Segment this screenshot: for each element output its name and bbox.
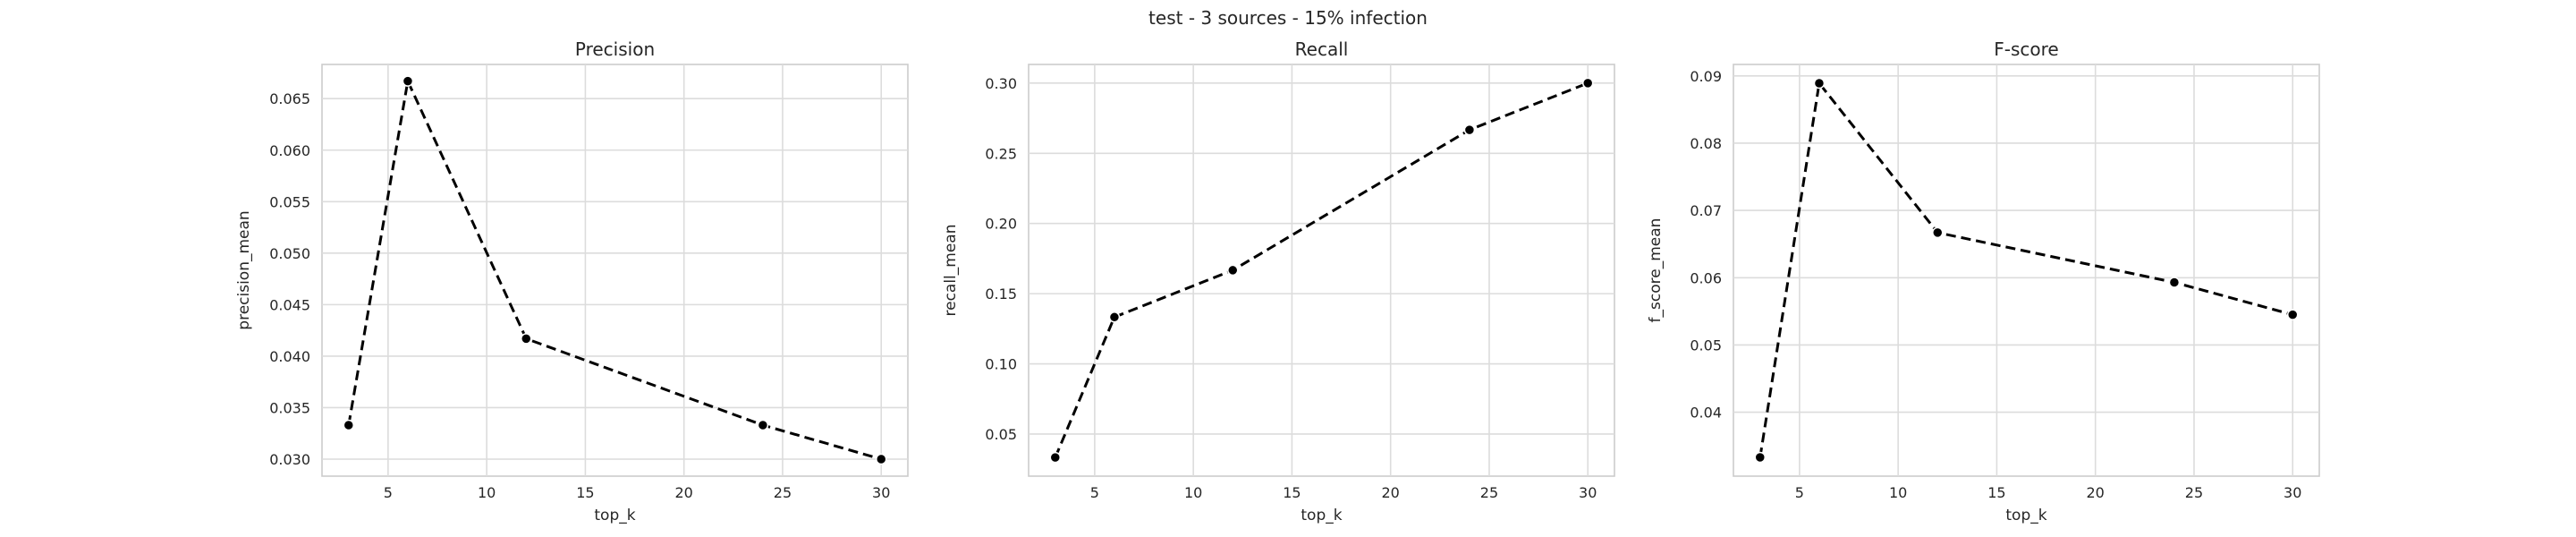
precision-x-axis-label: top_k <box>594 507 635 524</box>
precision-data-point <box>521 333 532 345</box>
precision-y-tick-label: 0.050 <box>269 245 310 262</box>
fscore-x-tick-label: 30 <box>2284 484 2301 501</box>
precision-y-tick-label: 0.035 <box>269 399 310 416</box>
precision-y-tick-label: 0.030 <box>269 451 310 468</box>
recall-data-point <box>1108 311 1121 323</box>
recall-x-tick-label: 15 <box>1283 484 1301 501</box>
precision-x-tick-label: 10 <box>478 484 496 501</box>
recall-y-tick-label: 0.25 <box>985 145 1017 162</box>
recall-data-point <box>1463 124 1476 136</box>
fscore-y-tick-label: 0.07 <box>1690 202 1722 219</box>
precision-y-tick-label: 0.045 <box>269 296 310 313</box>
precision-y-tick-label: 0.065 <box>269 90 310 107</box>
precision-x-tick-label: 25 <box>774 484 792 501</box>
recall-data-point <box>1227 264 1239 277</box>
precision-data-point <box>402 75 414 87</box>
precision-data-point <box>757 419 769 431</box>
fscore-y-tick-label: 0.06 <box>1690 269 1722 286</box>
precision-plot-area <box>321 64 909 477</box>
fscore-title: F-score <box>1994 38 2058 60</box>
fscore-x-tick-label: 20 <box>2087 484 2105 501</box>
recall-x-tick-label: 25 <box>1480 484 1498 501</box>
precision-data-point <box>343 419 355 431</box>
precision-data-point <box>875 453 887 465</box>
recall-x-tick-label: 30 <box>1579 484 1597 501</box>
precision-y-tick-label: 0.060 <box>269 142 310 159</box>
figure-suptitle: test - 3 sources - 15% infection <box>1148 7 1428 29</box>
fscore-data-point <box>2168 277 2181 288</box>
recall-y-tick-label: 0.20 <box>985 216 1017 233</box>
fscore-x-tick-label: 10 <box>1889 484 1907 501</box>
recall-data-point <box>1049 451 1062 464</box>
fscore-y-tick-label: 0.05 <box>1690 337 1722 354</box>
fscore-data-point <box>1754 451 1767 464</box>
fscore-panel: 5 10 15 20 25 30 0.04 0.05 0.06 0.07 0.08 0.09 F-sco… <box>1647 38 2320 524</box>
precision-x-tick-label: 15 <box>576 484 594 501</box>
precision-x-tick-label: 20 <box>675 484 693 501</box>
fscore-x-tick-label: 25 <box>2185 484 2203 501</box>
precision-y-tick-label: 0.055 <box>269 193 310 210</box>
recall-y-tick-label: 0.30 <box>985 75 1017 92</box>
recall-x-tick-label: 10 <box>1184 484 1202 501</box>
fscore-y-axis-label: f_score_mean <box>1647 218 1665 323</box>
precision-x-tick-label: 5 <box>384 484 393 501</box>
recall-y-axis-label: recall_mean <box>942 225 960 317</box>
precision-x-tick-label: 30 <box>872 484 890 501</box>
recall-y-tick-label: 0.10 <box>985 356 1017 373</box>
fscore-y-tick-label: 0.04 <box>1690 405 1722 422</box>
recall-data-point <box>1581 77 1594 90</box>
precision-panel: 5 10 15 20 25 30 0.030 0.035 0.040 0.045 0.050 0.05… <box>235 38 909 524</box>
fscore-data-point <box>1932 226 1944 239</box>
recall-title: Recall <box>1295 38 1349 60</box>
recall-y-tick-label: 0.05 <box>985 426 1017 443</box>
fscore-x-axis-label: top_k <box>2005 507 2046 524</box>
recall-y-tick-label: 0.15 <box>985 286 1017 303</box>
fscore-x-tick-label: 5 <box>1795 484 1804 501</box>
fscore-y-tick-label: 0.08 <box>1690 135 1722 152</box>
precision-y-tick-label: 0.040 <box>269 348 310 365</box>
recall-x-axis-label: top_k <box>1301 507 1342 524</box>
precision-title: Precision <box>575 38 655 60</box>
fscore-x-tick-label: 15 <box>1987 484 2005 501</box>
recall-x-tick-label: 20 <box>1382 484 1400 501</box>
precision-y-axis-label: precision_mean <box>235 210 253 329</box>
recall-panel: 5 10 15 20 25 30 0.05 0.10 0.15 0.20 0.25 0.30 Recal… <box>942 38 1615 524</box>
fscore-data-point <box>2286 309 2299 320</box>
recall-plot-area <box>1028 64 1615 477</box>
fscore-y-tick-label: 0.09 <box>1690 68 1722 85</box>
recall-x-tick-label: 5 <box>1090 484 1099 501</box>
fscore-data-point <box>1813 77 1826 90</box>
fscore-plot-area <box>1733 64 2320 477</box>
